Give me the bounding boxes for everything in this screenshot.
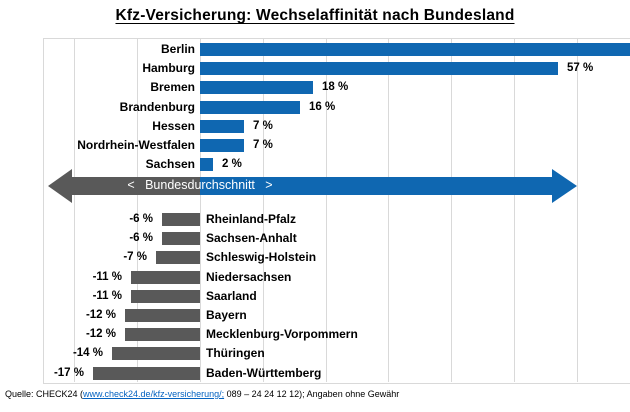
- state-label: Rheinland-Pfalz: [206, 212, 297, 226]
- gridline: [576, 38, 578, 382]
- value-label: 2 %: [222, 158, 242, 171]
- value-label: -17 %: [53, 366, 84, 379]
- state-label: Baden-Württemberg: [206, 365, 322, 380]
- gridline: [200, 38, 201, 382]
- state-label: Nordrhein-Westfalen: [77, 138, 195, 152]
- plot-area: [43, 38, 630, 384]
- state-label: Hamburg: [142, 61, 195, 76]
- gridline: [74, 38, 76, 382]
- state-label: Schleswig-Holstein: [206, 250, 317, 265]
- state-label: Thüringen: [206, 346, 265, 361]
- source-suffix: 089 – 24 24 12 12); Angaben ohne Gewähr: [224, 389, 400, 399]
- bar-baden-wuerttemberg: [93, 366, 200, 380]
- gridline: [451, 38, 453, 382]
- state-label: Berlin: [160, 42, 195, 56]
- title-row: Kfz-Versicherung: Wechselaffinität nach …: [0, 7, 630, 25]
- state-label: Hessen: [152, 118, 195, 133]
- gridline: [137, 38, 139, 382]
- value-label: -6 %: [129, 232, 153, 245]
- bar-brandenburg: [200, 100, 300, 114]
- gridline: [262, 38, 264, 382]
- bar-sachsen: [200, 158, 213, 172]
- bar-hessen: [200, 119, 244, 133]
- value-label: 7 %: [253, 139, 273, 151]
- value-label: -7 %: [123, 251, 147, 264]
- bar-rheinland-pfalz: [162, 213, 200, 226]
- value-label: 18 %: [322, 81, 349, 94]
- bar-bremen: [200, 81, 313, 95]
- average-divider-arrow: [48, 169, 577, 203]
- bar-sachsen-anhalt: [162, 232, 200, 246]
- gridline: [514, 38, 515, 382]
- value-label: -12 %: [85, 309, 116, 321]
- value-label: -11 %: [92, 270, 122, 283]
- gridline: [325, 38, 327, 382]
- state-label: Brandenburg: [119, 99, 195, 114]
- average-divider-label: < Bundesdurchschnitt >: [127, 178, 273, 192]
- bar-thueringen: [112, 347, 200, 361]
- state-label: Niedersachsen: [206, 269, 292, 284]
- bar-schleswig-holstein: [156, 251, 200, 265]
- bar-mecklenburg-vorpommern: [125, 328, 200, 342]
- state-label: Mecklenburg-Vorpommern: [206, 327, 358, 342]
- bar-nordrhein-westfalen: [200, 139, 244, 152]
- source-note: Quelle: CHECK24 (www.check24.de/kfz-vers…: [5, 389, 399, 400]
- bar-bayern: [125, 309, 200, 322]
- value-label: -12 %: [85, 328, 116, 341]
- value-label: 7 %: [253, 119, 273, 132]
- bar-niedersachsen: [131, 270, 200, 284]
- bar-hamburg: [200, 62, 558, 76]
- value-label: 57 %: [567, 62, 594, 75]
- value-label: 16 %: [309, 100, 336, 113]
- state-label: Sachsen: [145, 157, 195, 172]
- value-label: -14 %: [72, 347, 103, 360]
- state-label: Saarland: [206, 288, 257, 303]
- bar-berlin: [200, 43, 630, 56]
- value-label: -11 %: [92, 289, 122, 302]
- source-prefix: Quelle: CHECK24 (: [5, 389, 84, 399]
- state-label: Bayern: [206, 308, 247, 322]
- gridline: [388, 38, 390, 382]
- state-label: Sachsen-Anhalt: [206, 231, 297, 246]
- value-label: -6 %: [129, 213, 153, 225]
- source-link[interactable]: www.check24.de/kfz-versicherung/;: [83, 389, 225, 399]
- chart-title: Kfz-Versicherung: Wechselaffinität nach …: [115, 7, 515, 24]
- bar-saarland: [131, 289, 200, 303]
- state-label: Bremen: [150, 80, 195, 95]
- right-arrowhead-blue-arrow: [200, 169, 577, 203]
- left-arrowhead-gray-arrow: [48, 169, 200, 203]
